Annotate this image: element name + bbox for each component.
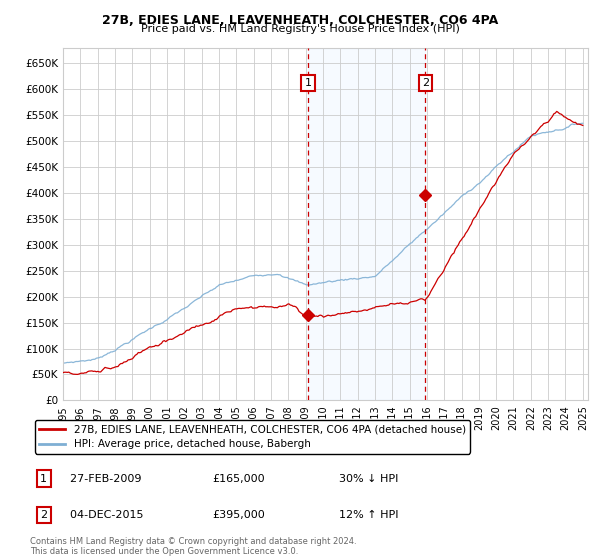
Text: 1: 1 [40, 474, 47, 484]
Text: £395,000: £395,000 [212, 510, 265, 520]
Text: 04-DEC-2015: 04-DEC-2015 [63, 510, 143, 520]
Legend: 27B, EDIES LANE, LEAVENHEATH, COLCHESTER, CO6 4PA (detached house), HPI: Average: 27B, EDIES LANE, LEAVENHEATH, COLCHESTER… [35, 420, 470, 454]
Text: 1: 1 [305, 78, 311, 88]
Text: 2: 2 [40, 510, 47, 520]
Text: £165,000: £165,000 [212, 474, 265, 484]
Text: 30% ↓ HPI: 30% ↓ HPI [339, 474, 398, 484]
Text: 12% ↑ HPI: 12% ↑ HPI [339, 510, 398, 520]
Bar [308, 48, 425, 400]
Text: Contains HM Land Registry data © Crown copyright and database right 2024.: Contains HM Land Registry data © Crown c… [30, 538, 356, 547]
Text: This data is licensed under the Open Government Licence v3.0.: This data is licensed under the Open Gov… [30, 548, 298, 557]
Text: 27B, EDIES LANE, LEAVENHEATH, COLCHESTER, CO6 4PA: 27B, EDIES LANE, LEAVENHEATH, COLCHESTER… [102, 14, 498, 27]
Text: 27-FEB-2009: 27-FEB-2009 [63, 474, 142, 484]
Text: Price paid vs. HM Land Registry's House Price Index (HPI): Price paid vs. HM Land Registry's House … [140, 24, 460, 34]
Text: 2: 2 [422, 78, 429, 88]
